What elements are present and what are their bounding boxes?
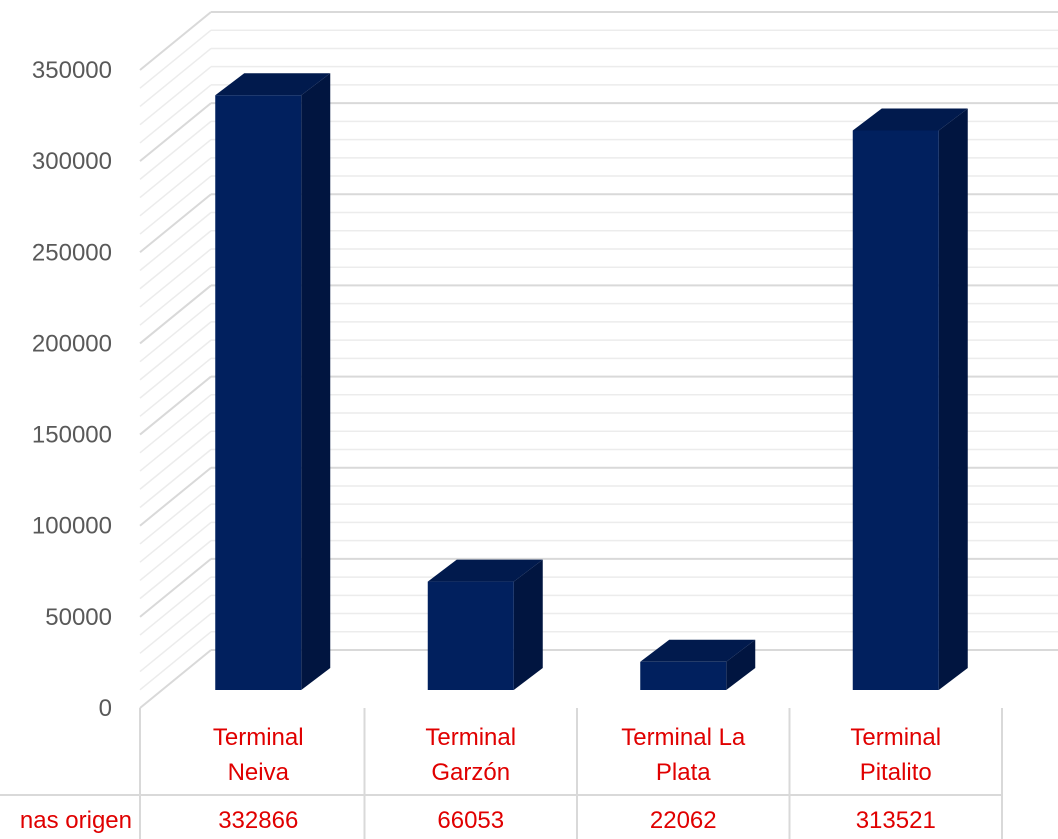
minor-gridline-diagonal	[139, 339, 212, 399]
minor-gridline-diagonal	[139, 321, 212, 381]
minor-gridline-diagonal	[139, 120, 212, 180]
major-gridline-diagonal	[139, 284, 212, 345]
category-label: Pitalito	[860, 759, 932, 786]
minor-gridline-diagonal	[139, 29, 212, 89]
major-gridline-diagonal	[139, 11, 212, 71]
major-gridline-diagonal	[139, 193, 212, 254]
bar-top	[640, 639, 756, 662]
minor-gridline-diagonal	[139, 303, 212, 363]
y-tick-label: 350000	[32, 57, 112, 84]
category-label: Terminal La	[621, 724, 746, 751]
minor-gridline-diagonal	[139, 521, 212, 581]
category-label: Garzón	[431, 759, 510, 786]
minor-gridline-diagonal	[139, 357, 212, 417]
minor-gridline-diagonal	[139, 448, 212, 509]
bar	[640, 639, 756, 690]
bar	[852, 108, 968, 691]
minor-gridline-diagonal	[139, 394, 212, 454]
minor-gridline-diagonal	[139, 230, 212, 290]
bar-front	[427, 581, 514, 690]
minor-gridline-diagonal	[139, 175, 212, 235]
minor-gridline-diagonal	[139, 139, 212, 199]
category-label: Neiva	[228, 759, 290, 786]
y-tick-label: 0	[99, 695, 112, 722]
minor-gridline-diagonal	[139, 66, 212, 126]
major-gridline-diagonal	[139, 466, 212, 527]
minor-gridline-diagonal	[139, 631, 212, 691]
category-label: Terminal	[213, 724, 304, 751]
bar-top	[427, 559, 543, 582]
data-table-value: 332866	[218, 807, 298, 834]
minor-gridline-diagonal	[139, 266, 212, 326]
y-tick-label: 250000	[32, 239, 112, 266]
minor-gridline-diagonal	[139, 594, 212, 654]
series-label: nas origen	[20, 807, 132, 834]
bar	[427, 559, 543, 690]
bar-top	[215, 73, 331, 96]
bar-front	[215, 95, 302, 690]
bars	[215, 73, 968, 691]
bar-front	[852, 130, 939, 691]
y-tick-label: 100000	[32, 513, 112, 540]
minor-gridline-diagonal	[139, 157, 212, 217]
data-table-value: 22062	[650, 807, 717, 834]
minor-gridline-diagonal	[139, 430, 212, 490]
minor-gridline-diagonal	[139, 47, 212, 108]
bar	[215, 73, 331, 690]
y-tick-label: 50000	[45, 604, 112, 631]
bar-front	[640, 661, 727, 690]
y-tick-label: 200000	[32, 330, 112, 357]
bar-side	[726, 639, 756, 690]
minor-gridline-diagonal	[139, 485, 212, 545]
y-tick-label: 300000	[32, 148, 112, 175]
major-gridline-diagonal	[139, 102, 212, 162]
category-label: Terminal	[850, 724, 941, 751]
minor-gridline-diagonal	[139, 84, 212, 144]
minor-gridline-diagonal	[139, 576, 212, 636]
major-gridline-diagonal	[139, 375, 212, 436]
minor-gridline-diagonal	[139, 503, 212, 563]
minor-gridline-diagonal	[139, 248, 212, 308]
minor-gridline-diagonal	[139, 612, 212, 673]
minor-gridline-diagonal	[139, 211, 212, 272]
bar-top	[852, 108, 968, 131]
category-label: Plata	[656, 759, 711, 786]
category-label: Terminal	[425, 724, 516, 751]
major-gridline-diagonal	[139, 649, 212, 709]
minor-gridline-diagonal	[139, 540, 212, 600]
data-table-value: 66053	[437, 807, 504, 834]
major-gridline-diagonal	[139, 558, 212, 618]
y-axis: 0 50000 100000 150000 200000 250000 300000 3500…	[32, 57, 112, 722]
bar-side	[301, 73, 331, 690]
bar-side	[938, 108, 968, 691]
minor-gridline-diagonal	[139, 412, 212, 472]
bar-side	[513, 559, 543, 690]
y-tick-label: 150000	[32, 422, 112, 449]
data-table-value: 313521	[856, 807, 936, 834]
data-table: Terminal Neiva Terminal Garzón Terminal La Pl…	[0, 708, 1003, 839]
